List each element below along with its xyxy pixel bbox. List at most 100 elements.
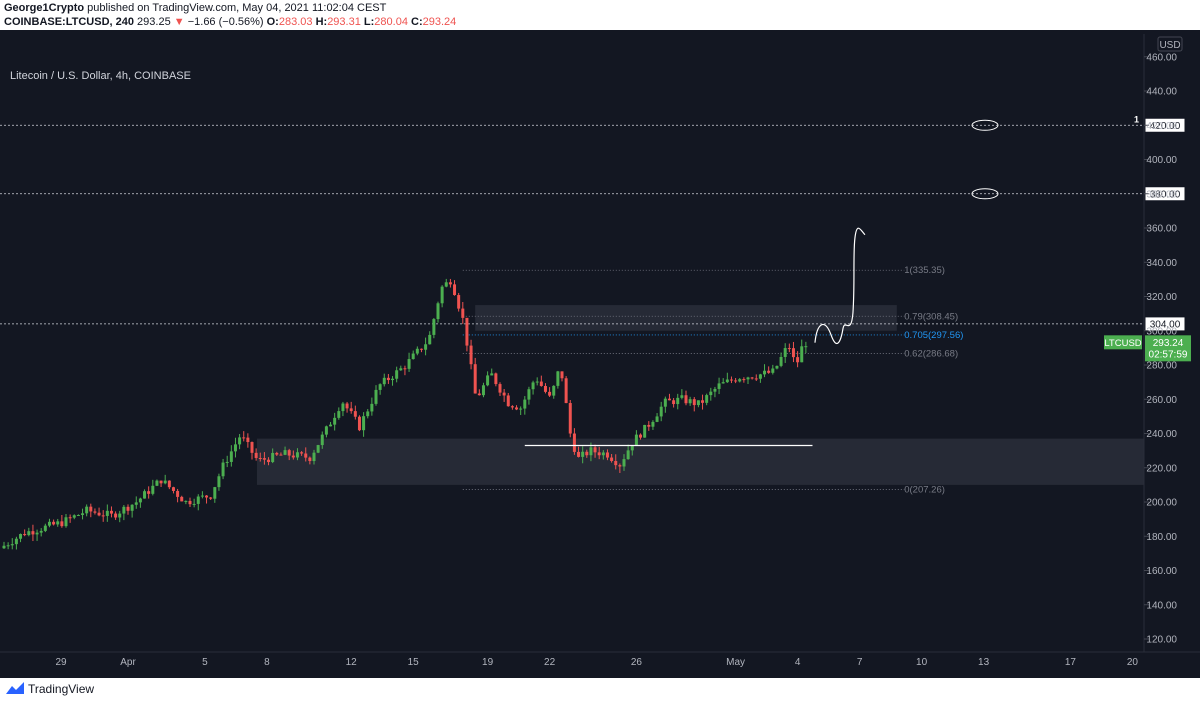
candle-body [721,382,725,384]
candle-body [312,452,316,462]
candle-body [676,397,680,405]
candle-body [717,383,721,389]
candle-body [758,374,762,379]
candle-body [85,506,89,514]
price-tick-label: 120.00 [1146,635,1177,646]
candle-body [502,392,506,396]
candle-body [134,502,138,505]
candle-body [742,379,746,381]
fib-level-label: 0.62(286.68) [904,349,958,360]
projection-arrow-path[interactable] [814,227,866,345]
candle-body [97,512,101,516]
candle-body [655,416,659,422]
candle-body [729,379,733,381]
price-chart[interactable]: USD 29 Apr 5 8 12 15 19 22 26 May 4 7 10 13 17 20 420.0… [0,30,1200,678]
candle-body [64,517,68,527]
candle-body [647,424,651,427]
candle-body [275,452,279,455]
time-tick-label: 29 [55,657,67,668]
time-tick-label: 4 [795,657,801,668]
price-tick-label: 300.00 [1146,326,1177,337]
candle-body [738,379,742,382]
candle-body [663,398,667,407]
price-tick-label: 280.00 [1146,361,1177,372]
level-price-label: 380.00 [1150,189,1181,200]
candle-body [771,368,775,373]
candle-body [374,389,378,404]
candle-body [506,395,510,407]
candle-body [151,485,155,494]
candle-body [630,445,634,451]
price-tick-label: 140.00 [1146,600,1177,611]
candle-body [188,500,192,505]
candle-body [39,530,43,533]
candle-body [639,434,643,438]
candle-body [601,452,605,456]
candle-body [465,317,469,346]
candle-body [349,408,353,412]
author-name[interactable]: George1Crypto [4,2,85,14]
price-tick-label: 400.00 [1146,155,1177,166]
candle-body [14,538,18,545]
candle-body [196,496,200,504]
support-zone[interactable] [256,438,1145,485]
candle-body [667,398,671,401]
target-ellipse-marker[interactable] [971,119,999,131]
publish-header: George1Crypto published on TradingView.c… [0,0,1200,30]
candle-body [2,545,6,549]
candle-body [31,531,35,535]
currency-box[interactable] [1157,36,1183,52]
high-value: 293.31 [327,16,361,28]
candle-body [734,380,738,382]
candle-body [510,406,514,408]
candle-body [395,370,399,379]
candle-body [283,450,287,455]
candle-body [754,378,758,380]
price-tick-label: 440.00 [1146,87,1177,98]
ohlc-summary: COINBASE:LTCUSD, 240 293.25 ▼ −1.66 (−0.… [4,16,456,28]
candle-body [262,458,266,460]
open-value: 283.03 [278,16,313,28]
candle-body [399,368,403,371]
candle-body [564,378,568,404]
candle-body [688,399,692,404]
candle-body [643,424,647,438]
candle-body [233,444,237,452]
candle-body [448,282,452,285]
candle-body [481,385,485,396]
time-tick-label: 22 [544,657,556,668]
time-tick-label: 17 [1065,657,1077,668]
candle-body [341,403,345,412]
candle-body [775,365,779,369]
price-tick-label: 380.00 [1146,189,1177,200]
candle-body [548,391,552,396]
time-tick-label: 5 [202,657,208,668]
candle-body [205,495,209,498]
candle-body [130,504,134,511]
chart-area[interactable]: USD 29 Apr 5 8 12 15 19 22 26 May 4 7 10 13 17 20 420.0… [0,30,1200,678]
candle-body [258,457,262,459]
candle-body [147,491,151,494]
candle-body [490,373,494,376]
candle-body [180,496,184,502]
candle-body [122,506,126,514]
candle-body [796,357,800,363]
candle-body [692,399,696,406]
candle-body [415,348,419,354]
low-value: 280.04 [374,16,408,28]
target-ellipse-marker[interactable] [971,188,999,200]
candle-body [329,424,333,427]
candle-body [386,377,390,381]
resistance-zone[interactable] [475,305,897,331]
candle-body [324,426,328,435]
candle-body [155,480,159,486]
candle-body [498,384,502,393]
time-tick-label: 26 [631,657,643,668]
tradingview-logo[interactable]: TradingView [6,682,94,697]
candle-body [572,433,576,452]
price-tick-label: 260.00 [1146,395,1177,406]
candle-body [597,452,601,456]
last-price-label: 293.24 [1153,338,1184,349]
candle-body [333,417,337,425]
candle-body [320,434,324,446]
